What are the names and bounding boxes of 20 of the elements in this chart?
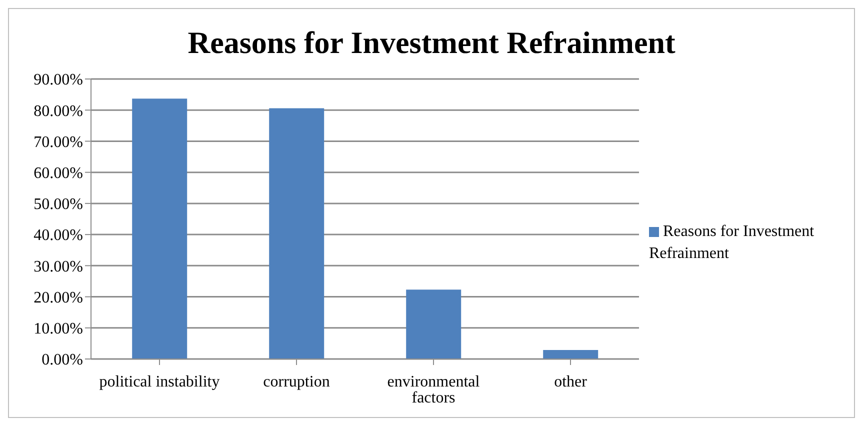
chart-title: Reasons for Investment Refrainment bbox=[186, 25, 676, 62]
x-tick-label: environmental factors bbox=[387, 373, 480, 406]
x-tick-label: corruption bbox=[263, 373, 330, 390]
y-tick-label: 20.00% bbox=[34, 289, 83, 306]
y-tick-label: 50.00% bbox=[34, 196, 83, 214]
y-tick-label: 40.00% bbox=[34, 227, 83, 244]
legend-label: Reasons for Investment Refrainment bbox=[649, 223, 814, 262]
bar bbox=[132, 98, 188, 359]
y-tick-label: 90.00% bbox=[34, 72, 83, 89]
x-tick-label: other bbox=[554, 373, 588, 390]
y-tick-label: 10.00% bbox=[34, 320, 83, 338]
y-tick-label: 30.00% bbox=[34, 258, 83, 276]
y-tick-label: 80.00% bbox=[34, 102, 83, 120]
bar bbox=[406, 290, 462, 359]
y-tick-label: 60.00% bbox=[34, 165, 83, 182]
y-tick-label: 0.00% bbox=[42, 352, 83, 369]
bar bbox=[269, 108, 324, 359]
y-tick-label: 70.00% bbox=[34, 134, 83, 151]
x-tick-label: political instability bbox=[99, 373, 220, 390]
bar bbox=[543, 350, 598, 359]
